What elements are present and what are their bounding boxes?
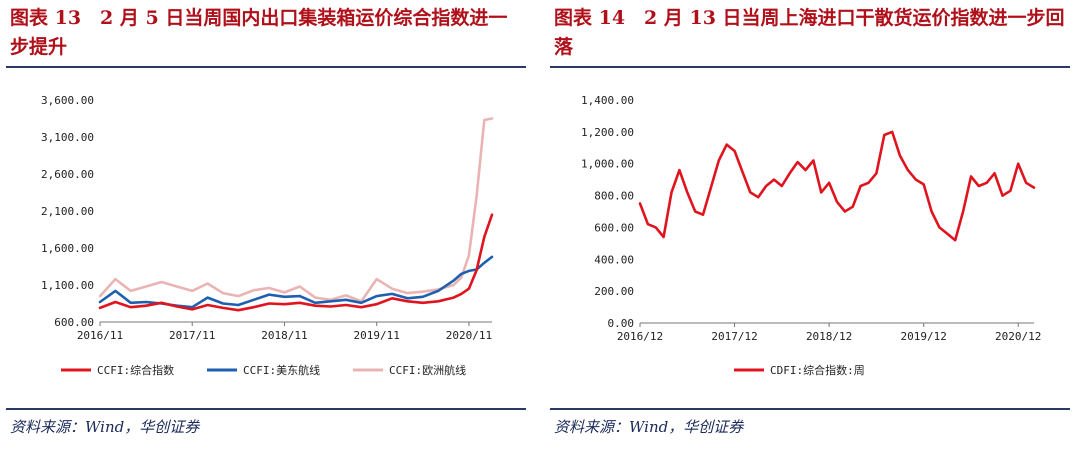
x-tick-label: 2019/12 (901, 330, 947, 343)
x-tick-label: 2019/11 (354, 329, 400, 342)
y-tick-label: 1,100.00 (41, 279, 94, 292)
series-line-0 (638, 130, 1036, 242)
legend-label: CDFI:综合指数:周 (770, 363, 865, 377)
y-tick-label: 1,200.00 (581, 126, 634, 139)
y-tick-label: 3,100.00 (41, 131, 94, 144)
legend-label: CCFI:美东航线 (243, 363, 320, 377)
y-tick-label: 400.00 (594, 253, 634, 266)
x-tick-label: 2020/12 (995, 330, 1041, 343)
chart-panel-left: 图表 13 2 月 5 日当周国内出口集装箱运价综合指数进一步提升 600.00… (6, 0, 528, 452)
title-divider (6, 66, 526, 68)
series-line-2 (98, 117, 494, 303)
line-chart-ccfi: 600.00 1,100.00 1,600.00 2,100.00 2,600.00 3,… (41, 94, 494, 377)
source-note: 资料来源：Wind，华创证券 (554, 418, 744, 436)
line-chart-cdfi: 0.00 200.00 400.00 600.00 800.00 1,000.00 1,20… (581, 94, 1041, 377)
source-note: 资料来源：Wind，华创证券 (10, 418, 200, 436)
legend-label: CCFI:综合指数 (97, 363, 174, 377)
y-tick-label: 800.00 (594, 190, 634, 203)
x-tick-label: 2020/11 (446, 329, 492, 342)
x-tick-label: 2018/12 (806, 330, 852, 343)
source-divider (550, 408, 1070, 410)
chart-title: 图表 14 2 月 13 日当周上海进口干散货运价指数进一步回落 (554, 7, 1065, 58)
x-tick-label: 2017/11 (169, 329, 215, 342)
chart-title: 图表 13 2 月 5 日当周国内出口集装箱运价综合指数进一步提升 (10, 7, 508, 58)
title-divider (550, 66, 1070, 68)
x-tick-label: 2016/12 (617, 330, 663, 343)
y-tick-label: 200.00 (594, 285, 634, 298)
legend-label: CCFI:欧洲航线 (389, 363, 466, 377)
y-tick-label: 600.00 (54, 316, 94, 329)
series-line-0 (98, 213, 494, 312)
x-tick-label: 2016/11 (77, 329, 123, 342)
y-tick-label: 1,400.00 (581, 94, 634, 107)
y-tick-label: 1,600.00 (41, 242, 94, 255)
y-tick-label: 1,000.00 (581, 158, 634, 171)
y-tick-label: 3,600.00 (41, 94, 94, 107)
x-tick-label: 2018/11 (261, 329, 307, 342)
y-tick-label: 0.00 (608, 317, 635, 330)
x-tick-label: 2017/12 (711, 330, 757, 343)
chart-panel-right: 图表 14 2 月 13 日当周上海进口干散货运价指数进一步回落 0.00 200… (550, 0, 1072, 452)
y-tick-label: 2,600.00 (41, 168, 94, 181)
y-tick-label: 600.00 (594, 221, 634, 234)
source-divider (6, 408, 526, 410)
y-tick-label: 2,100.00 (41, 205, 94, 218)
